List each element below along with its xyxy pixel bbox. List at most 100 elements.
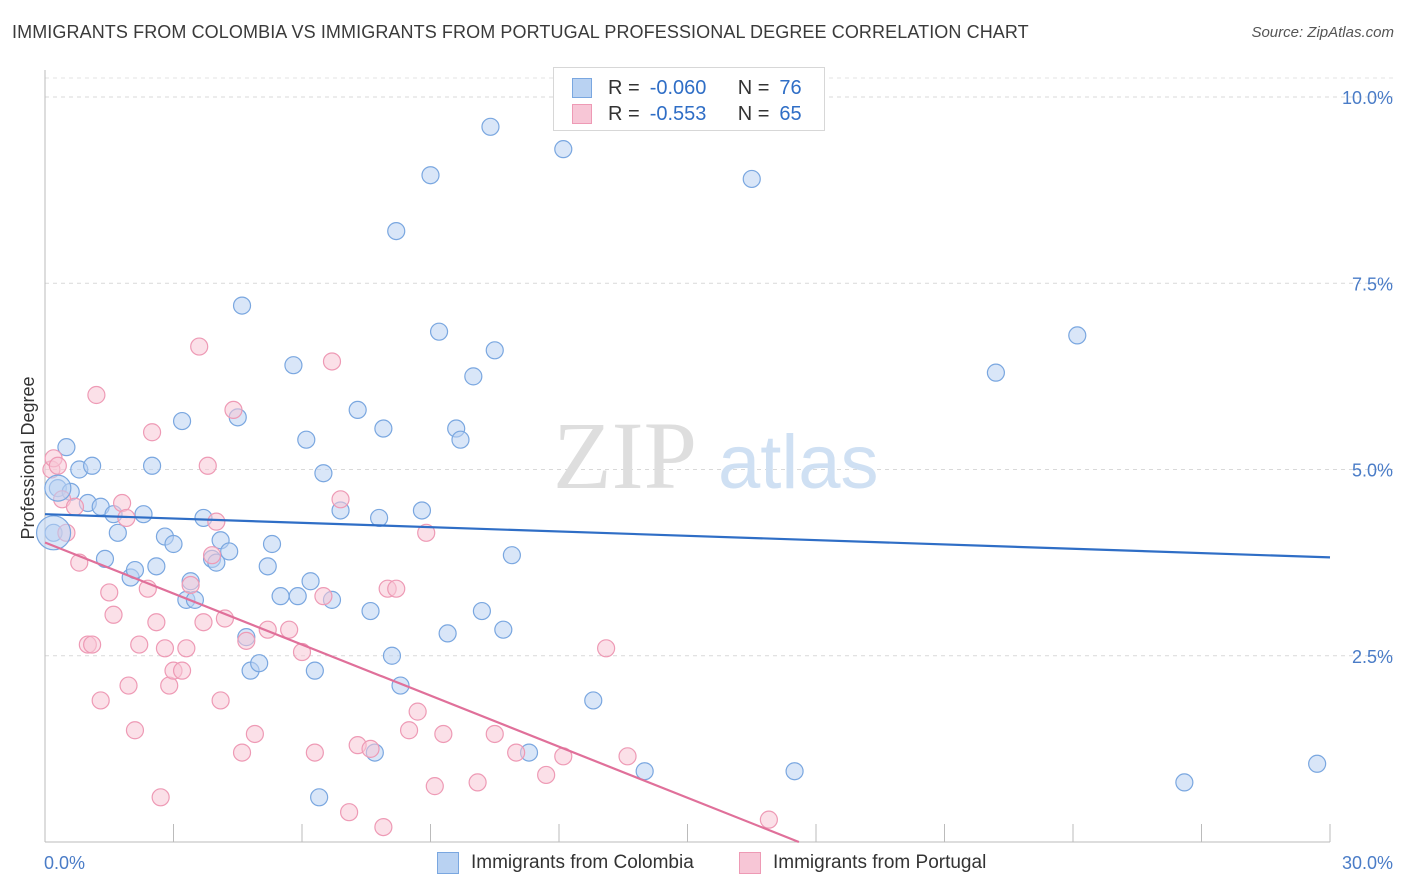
point-colombia bbox=[297, 430, 316, 449]
point-portugal bbox=[618, 747, 637, 766]
x-tick-label: 0.0% bbox=[44, 853, 85, 873]
point-portugal bbox=[374, 817, 393, 837]
point-portugal bbox=[305, 743, 324, 762]
point-portugal bbox=[142, 423, 162, 442]
point-colombia bbox=[57, 438, 76, 457]
watermark: ZIP atlas bbox=[553, 402, 879, 509]
point-portugal bbox=[177, 639, 196, 658]
point-portugal bbox=[507, 743, 526, 762]
legend-r-label: R = bbox=[608, 76, 640, 99]
legend-item-colombia[interactable]: Immigrants from Colombia bbox=[437, 852, 694, 874]
trend-line-colombia bbox=[44, 513, 1331, 559]
point-portugal bbox=[181, 575, 200, 595]
point-portugal bbox=[417, 523, 436, 542]
point-portugal bbox=[434, 724, 453, 744]
point-colombia bbox=[348, 400, 367, 419]
point-colombia bbox=[134, 505, 153, 524]
point-colombia bbox=[172, 411, 192, 431]
point-portugal bbox=[468, 773, 487, 792]
point-colombia bbox=[288, 587, 307, 606]
point-colombia bbox=[584, 691, 603, 710]
legend-n-value: 76 bbox=[779, 76, 802, 99]
chart-title: IMMIGRANTS FROM COLOMBIA VS IMMIGRANTS F… bbox=[12, 22, 1029, 42]
point-colombia bbox=[412, 501, 432, 520]
data-points bbox=[35, 117, 1327, 837]
point-colombia bbox=[635, 762, 654, 781]
point-colombia bbox=[35, 515, 72, 551]
point-colombia bbox=[485, 341, 504, 360]
legend-n-label: N = bbox=[737, 102, 770, 125]
point-portugal bbox=[331, 490, 350, 509]
point-portugal bbox=[198, 456, 217, 475]
trend-line-portugal bbox=[44, 541, 800, 844]
point-portugal bbox=[119, 676, 138, 695]
point-portugal bbox=[147, 613, 166, 632]
point-portugal bbox=[280, 620, 299, 639]
legend-swatch-colombia bbox=[572, 78, 592, 98]
point-colombia bbox=[142, 456, 162, 475]
point-colombia bbox=[387, 222, 406, 241]
point-colombia bbox=[147, 557, 166, 576]
point-portugal bbox=[87, 385, 106, 405]
point-colombia bbox=[284, 356, 303, 375]
legend-item-portugal[interactable]: Immigrants from Portugal bbox=[739, 852, 986, 874]
y-axis-label: Professional Degree bbox=[18, 376, 38, 539]
point-colombia bbox=[258, 557, 277, 576]
point-portugal bbox=[361, 739, 380, 758]
point-portugal bbox=[237, 631, 256, 650]
point-portugal bbox=[408, 702, 427, 721]
point-colombia bbox=[382, 646, 402, 665]
point-colombia bbox=[742, 169, 761, 189]
point-colombia bbox=[451, 430, 470, 449]
point-portugal bbox=[172, 661, 192, 680]
y-tick-label: 2.5% bbox=[1352, 647, 1393, 667]
point-colombia bbox=[310, 788, 329, 807]
point-colombia bbox=[83, 456, 102, 475]
point-portugal bbox=[597, 639, 616, 658]
point-portugal bbox=[112, 493, 132, 513]
point-colombia bbox=[361, 601, 380, 621]
point-portugal bbox=[258, 620, 277, 639]
point-portugal bbox=[194, 613, 213, 632]
trend-lines bbox=[44, 513, 1331, 844]
point-colombia bbox=[464, 367, 483, 386]
point-portugal bbox=[91, 691, 110, 710]
point-colombia bbox=[472, 601, 491, 621]
point-portugal bbox=[224, 400, 243, 419]
point-portugal bbox=[387, 579, 406, 598]
point-colombia bbox=[494, 620, 513, 639]
point-portugal bbox=[322, 352, 342, 371]
legend-row-portugal: R = -0.553 N = 65 bbox=[572, 102, 802, 126]
point-colombia bbox=[314, 464, 333, 483]
source-label: Source: ZipAtlas.com bbox=[1251, 24, 1394, 41]
y-tick-label: 7.5% bbox=[1352, 274, 1393, 294]
legend-r-label: R = bbox=[608, 102, 640, 125]
point-portugal bbox=[202, 546, 222, 565]
point-colombia bbox=[421, 166, 440, 185]
point-colombia bbox=[305, 661, 324, 680]
tick-labels: 2.5% 5.0% 7.5% 10.0% 0.0% 30.0% bbox=[44, 88, 1393, 873]
point-colombia bbox=[438, 624, 457, 643]
legend-label-colombia: Immigrants from Colombia bbox=[471, 852, 694, 873]
point-portugal bbox=[104, 605, 123, 624]
legend-r-value: -0.553 bbox=[649, 102, 707, 125]
point-portugal bbox=[245, 724, 264, 744]
point-colombia bbox=[785, 762, 804, 781]
legend-r-value: -0.060 bbox=[649, 76, 707, 99]
correlation-legend: R = -0.060 N = 76 R = -0.553 N = 65 bbox=[553, 67, 825, 131]
point-portugal bbox=[130, 635, 149, 654]
point-portugal bbox=[485, 724, 504, 744]
grid bbox=[45, 77, 1395, 657]
y-tick-label: 5.0% bbox=[1352, 461, 1393, 481]
watermark-atlas: atlas bbox=[718, 420, 879, 505]
point-colombia bbox=[502, 546, 521, 565]
point-portugal bbox=[160, 676, 179, 695]
point-portugal bbox=[232, 743, 252, 762]
point-colombia bbox=[1175, 773, 1194, 792]
point-colombia bbox=[986, 363, 1006, 382]
point-colombia bbox=[429, 322, 449, 341]
legend-swatch-portugal bbox=[739, 852, 761, 874]
point-portugal bbox=[207, 512, 226, 531]
point-colombia bbox=[370, 508, 389, 528]
